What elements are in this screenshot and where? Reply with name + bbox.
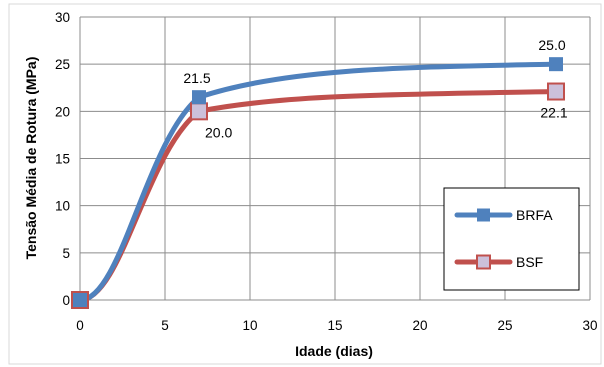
marker-bsf <box>547 82 565 101</box>
data-label-bsf: 20.0 <box>205 124 232 140</box>
x-tick-label: 30 <box>582 318 597 333</box>
y-tick-label: 15 <box>55 152 70 167</box>
chart-border <box>8 3 602 365</box>
y-tick-label: 5 <box>62 246 70 261</box>
data-label-bsf: 22.1 <box>540 105 567 121</box>
legend-swatch-marker <box>477 208 490 222</box>
marker-bsf <box>190 102 208 121</box>
x-axis-title: Idade (dias) <box>295 343 373 359</box>
y-tick-label: 0 <box>62 293 70 308</box>
data-markers <box>71 57 565 309</box>
x-tick-label: 15 <box>327 318 342 333</box>
marker-brfa <box>73 293 87 307</box>
data-labels: 20.0 22.1 21.5 25.0 <box>183 37 567 140</box>
data-label-brfa: 21.5 <box>183 70 210 86</box>
legend-box <box>443 187 580 291</box>
y-axis-title: Tensão Média de Rotura (MPa) <box>23 57 39 260</box>
x-tick-label: 25 <box>497 318 512 333</box>
marker-brfa <box>549 57 563 72</box>
legend-label-bsf: BSF <box>516 254 543 270</box>
legend: BRFA BSF <box>443 187 580 291</box>
y-tick-labels: 0 5 10 15 20 25 30 <box>55 10 70 308</box>
y-tick-label: 30 <box>55 10 70 25</box>
y-tick-label: 20 <box>55 104 70 119</box>
legend-label-brfa: BRFA <box>516 207 553 223</box>
x-tick-label: 5 <box>161 318 169 333</box>
marker-brfa <box>192 90 206 105</box>
x-tick-label: 20 <box>412 318 427 333</box>
x-tick-label: 0 <box>76 318 84 333</box>
data-label-brfa: 25.0 <box>538 37 565 53</box>
x-tick-label: 10 <box>242 318 257 333</box>
y-tick-label: 25 <box>55 57 70 72</box>
legend-swatch-marker <box>476 254 491 270</box>
x-tick-labels: 0 5 10 15 20 25 30 <box>76 318 597 333</box>
y-tick-label: 10 <box>55 199 70 214</box>
